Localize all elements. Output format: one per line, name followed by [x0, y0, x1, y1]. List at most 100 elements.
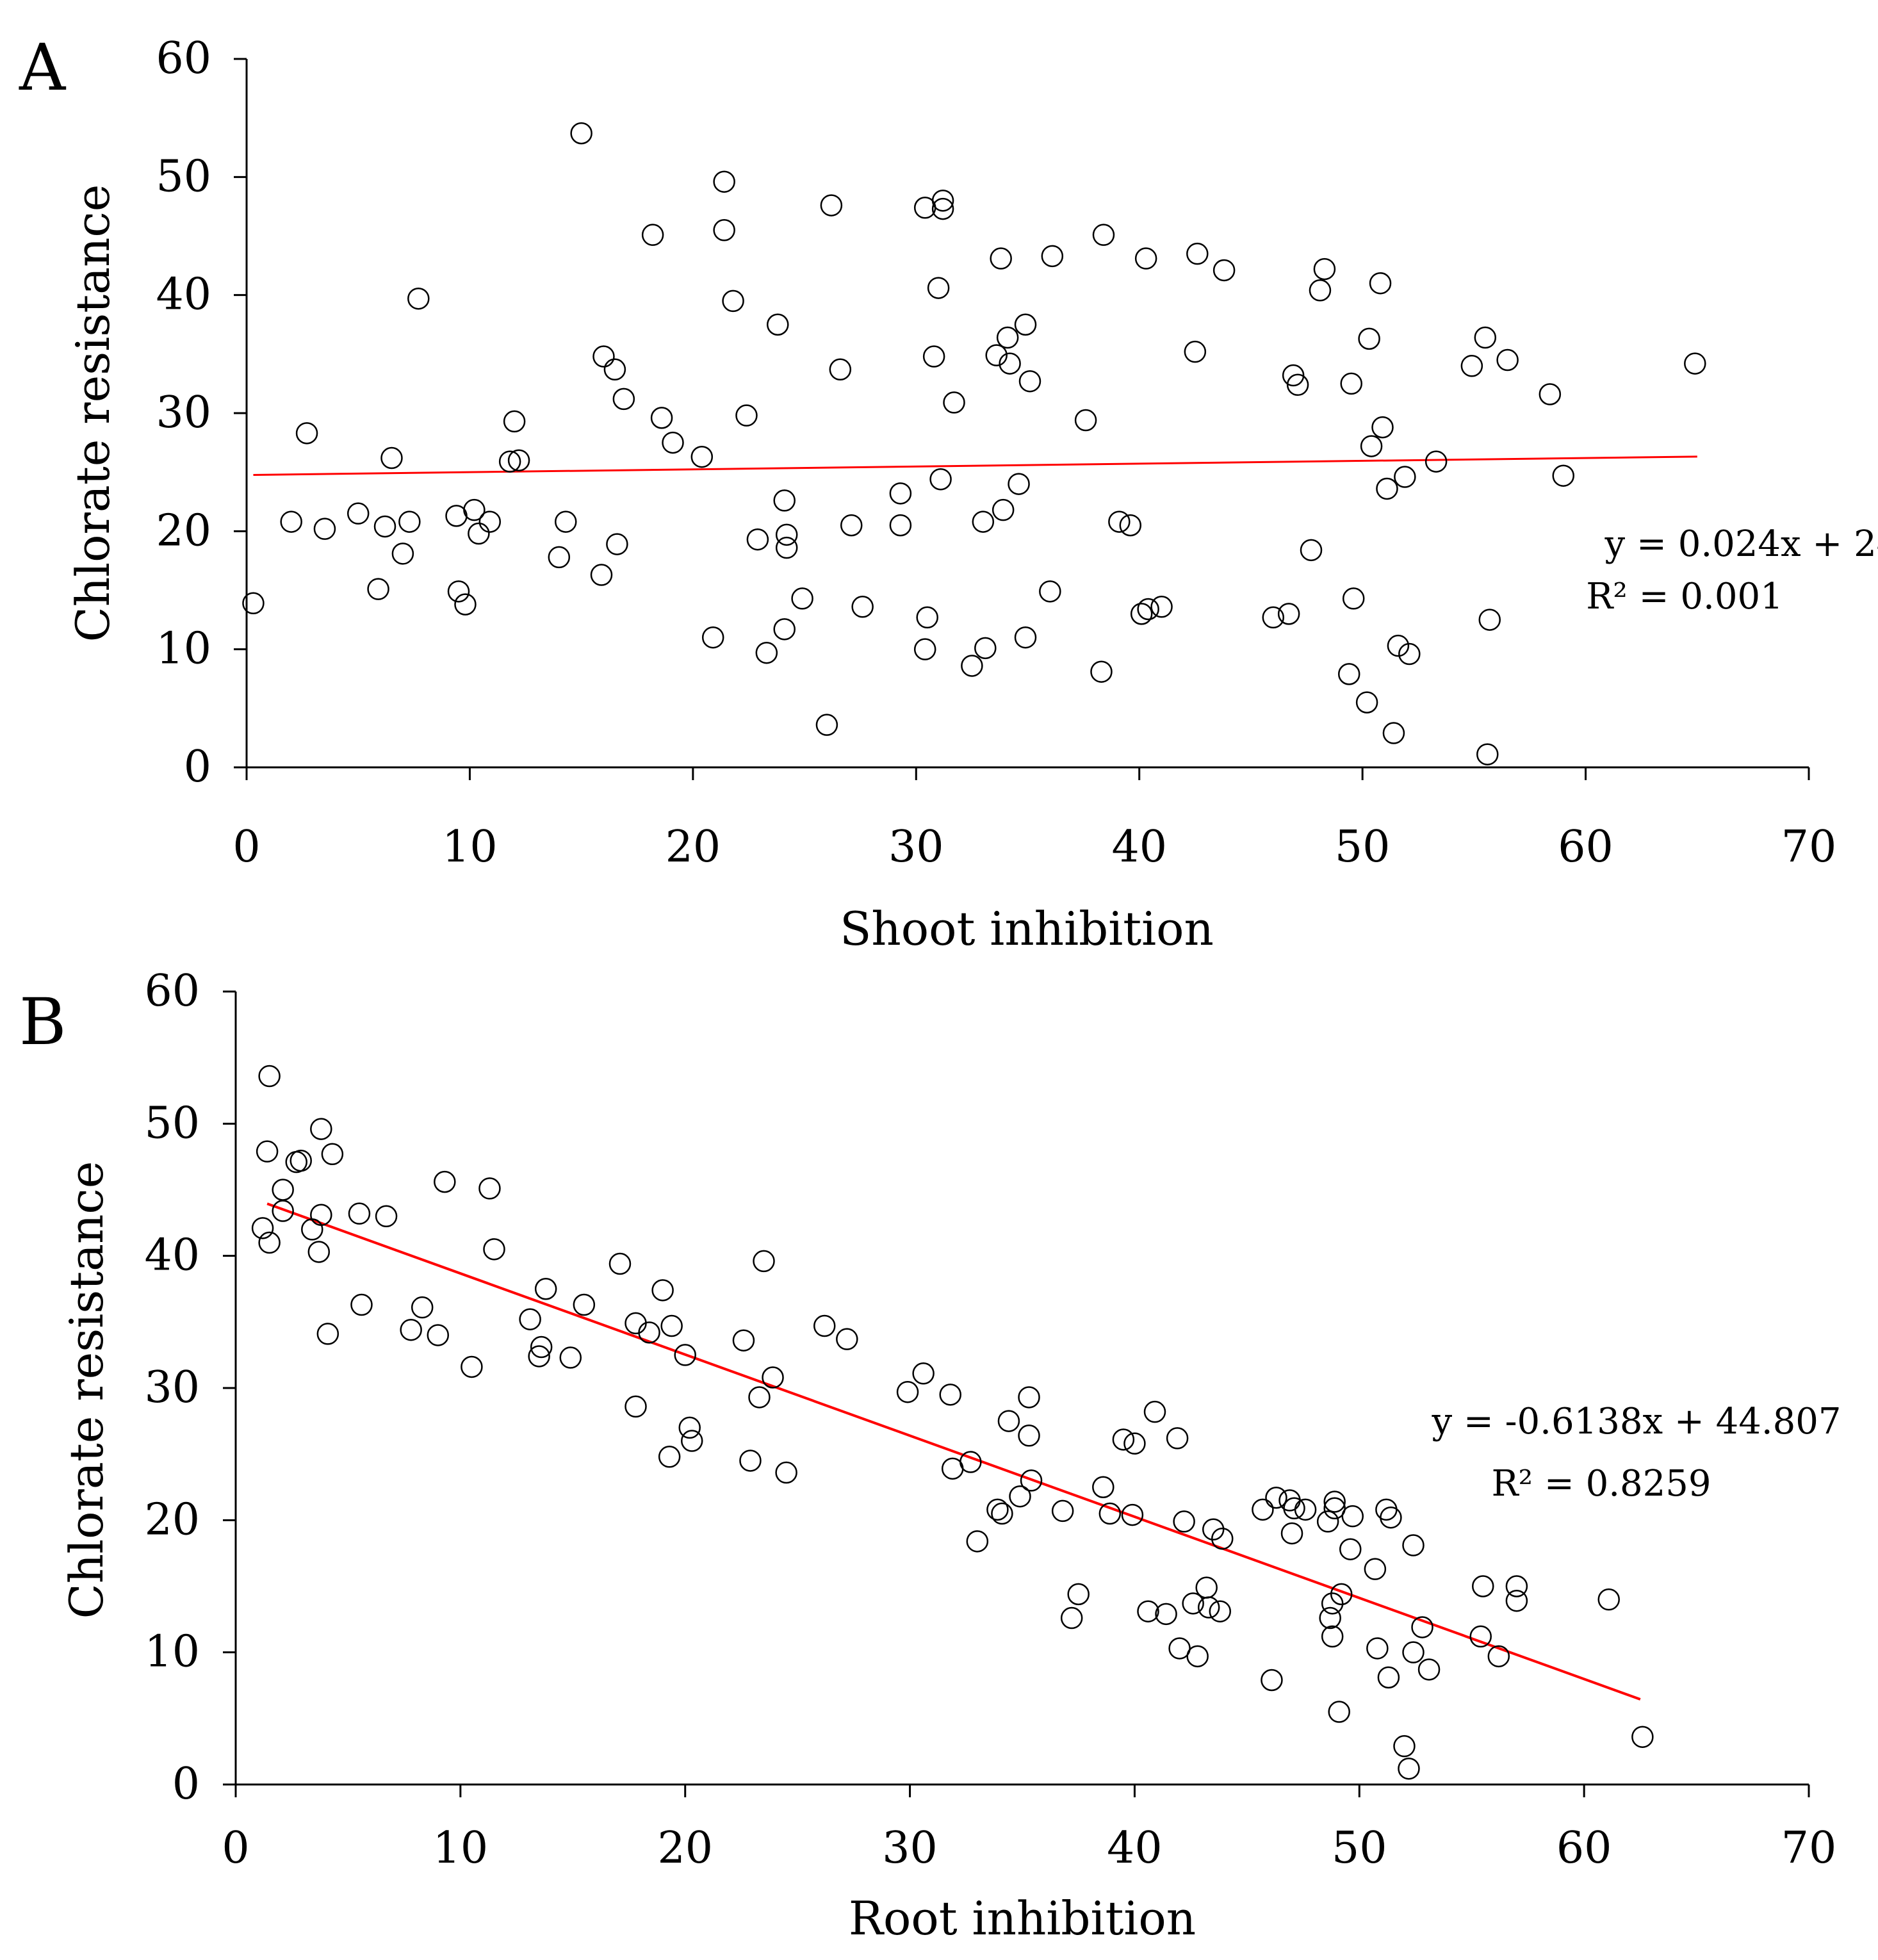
panel-b-data-point	[991, 1502, 1013, 1525]
panel-a-y-tick-label: 50	[156, 151, 211, 202]
panel-b-r-squared: R² = 0.8259	[1491, 1463, 1711, 1505]
panel-b-data-point	[530, 1335, 553, 1359]
panel-a-data-point	[1039, 580, 1061, 603]
panel-b-data-point	[739, 1450, 762, 1472]
panel-b-y-title: Chlorate resistance	[60, 1161, 113, 1619]
panel-b-data-point	[528, 1345, 550, 1368]
panel-a-data-point	[592, 345, 615, 368]
panel-b-data-point	[1018, 1386, 1040, 1409]
panel-a-data-point	[1360, 435, 1383, 457]
panel-a-data-point	[1282, 364, 1305, 387]
panel-a-data-point	[1130, 603, 1153, 625]
panel-b-data-point	[625, 1312, 647, 1335]
panel-b-data-point	[986, 1498, 1009, 1521]
panel-a-data-point	[815, 714, 838, 736]
panel-b-y-tick-label: 40	[144, 1230, 200, 1281]
panel-b-data-point	[256, 1140, 279, 1163]
panel-a-data-point	[1041, 245, 1064, 268]
panel-a-data-point	[829, 358, 852, 381]
panel-b-data-point	[1328, 1701, 1350, 1723]
panel-b-x-tick-label: 50	[1332, 1823, 1387, 1874]
panel-a-data-point	[468, 522, 490, 545]
panel-a-data-point	[603, 358, 626, 381]
panel-a-data-point	[1342, 587, 1365, 610]
panel-a-data-point	[590, 564, 613, 586]
panel-b-data-point	[1375, 1498, 1398, 1521]
panel-a-data-point	[1337, 663, 1360, 685]
panel-b-data-point	[1211, 1527, 1234, 1550]
panel-a-data-point	[1014, 626, 1037, 649]
panel-a-data-point	[972, 510, 995, 533]
panel-a-data-point	[996, 326, 1019, 349]
panel-a-data-point	[280, 510, 302, 533]
panel-b-data-point	[1265, 1487, 1287, 1509]
panel-a-data-point	[1092, 224, 1115, 246]
panel-b-y-tick-label: 0	[172, 1759, 200, 1809]
panel-a-data-point	[755, 641, 778, 664]
panel-b-equation: y = -0.6138x + 44.807	[1431, 1401, 1841, 1442]
panel-b-data-point	[1060, 1606, 1083, 1629]
panel-b-data-point	[1341, 1505, 1364, 1528]
panel-b-trendline	[266, 1202, 1641, 1701]
panel-b-data-point	[534, 1278, 557, 1300]
panel-a-data-point	[927, 277, 950, 299]
panel-a-y-tick-label: 40	[156, 270, 211, 320]
panel-b-data-point	[966, 1530, 989, 1553]
panel-a-data-point	[503, 410, 526, 433]
panel-b-data-point	[1402, 1534, 1425, 1556]
panel-b-data-point	[258, 1231, 281, 1254]
panel-b-data-point	[997, 1410, 1020, 1432]
panel-a-data-point	[1313, 257, 1336, 281]
panel-b-data-point	[400, 1318, 422, 1341]
panel-a-data-point	[1552, 464, 1574, 487]
panel-a-data-point	[1340, 372, 1362, 395]
panel-b-data-point	[678, 1416, 701, 1439]
panel-a-data-point	[1213, 259, 1236, 282]
panel-b-data-point	[251, 1217, 274, 1239]
panel-b-data-point	[658, 1446, 681, 1468]
panel-a-data-point	[650, 407, 673, 429]
panel-a-data-point	[548, 546, 571, 569]
panel-b-data-point	[1261, 1669, 1283, 1692]
panel-b-x-tick-label: 0	[222, 1823, 249, 1874]
panel-b-data-point	[1112, 1428, 1135, 1451]
panel-b-data-point	[1098, 1502, 1122, 1525]
panel-b-data-point	[307, 1241, 331, 1263]
panel-a-data-point	[242, 592, 265, 615]
panel-b-data-point	[272, 1179, 294, 1201]
panel-b-data-point	[1166, 1427, 1189, 1450]
panel-b-data-point	[434, 1170, 456, 1193]
panel-a-data-point	[1478, 608, 1501, 631]
panel-a-data-point	[1496, 348, 1519, 372]
panel-b-data-point	[427, 1324, 450, 1346]
panel-b-data-point	[301, 1218, 323, 1241]
panel-a-y-tick-label: 10	[156, 624, 211, 674]
panel-b-data-point	[638, 1321, 660, 1344]
panel-b-data-point	[1280, 1522, 1303, 1545]
panel-b-x-tick-label: 70	[1781, 1823, 1837, 1874]
panel-b-data-point	[272, 1200, 294, 1222]
panel-a-data-point	[775, 523, 798, 546]
panel-b-data-point	[1398, 1757, 1420, 1780]
panel-b-data-point	[1364, 1558, 1387, 1580]
panel-a-data-point	[922, 345, 945, 368]
panel-b-data-point	[1197, 1596, 1220, 1619]
panel-a-data-point	[1074, 409, 1097, 432]
panel-b-data-point	[1339, 1538, 1362, 1560]
panel-b-data-point	[1631, 1726, 1654, 1748]
panel-a-data-point	[1119, 514, 1142, 537]
panel-a-data-point	[1474, 326, 1497, 349]
panel-a-data-point	[992, 498, 1015, 521]
panel-b-data-point	[411, 1296, 434, 1319]
panel-a-x-tick-label: 40	[1111, 822, 1167, 872]
panel-b-data-point	[559, 1346, 582, 1369]
panel-b-data-point	[1092, 1476, 1115, 1498]
panel-a-data-point	[1262, 606, 1285, 629]
panel-a-ticks: 0 10 20 30 40 50 60 70 0 10 20 30 40 50 60	[156, 33, 1836, 872]
panel-b-data-point	[1487, 1645, 1510, 1668]
panel-b-data-point	[310, 1204, 332, 1226]
panel-b-data-point	[1186, 1645, 1209, 1668]
panel-a-data-point	[713, 219, 735, 241]
panel-b-data-point	[762, 1366, 784, 1389]
